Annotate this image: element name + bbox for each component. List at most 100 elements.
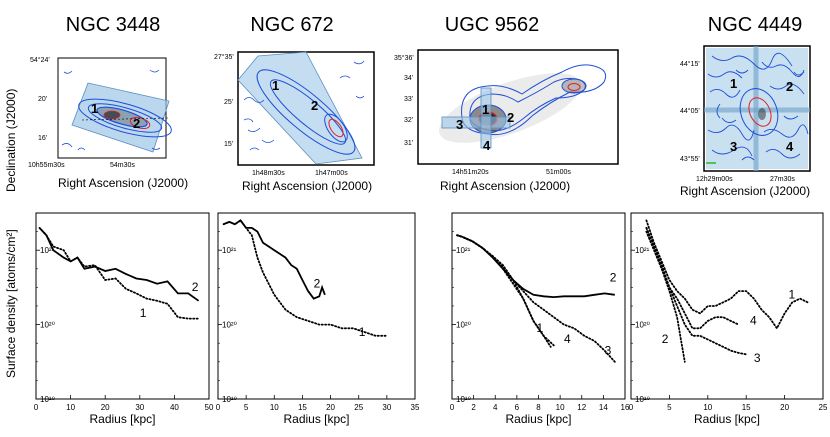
xtick-label: 20 — [101, 403, 110, 412]
ytick-label: 44°05' — [680, 107, 700, 115]
series-line-2 — [456, 234, 615, 299]
ytick-label: 20' — [38, 96, 47, 103]
xtick-label: 27m30s — [770, 176, 795, 183]
ytick-label: 43°55' — [680, 155, 700, 163]
plot-frame — [630, 212, 824, 400]
xtick-label: 10 — [703, 403, 712, 412]
series-line-1 — [222, 219, 388, 337]
xtick-label: 10 — [556, 403, 565, 412]
plot-frame — [35, 212, 210, 400]
series-label: 2 — [314, 276, 321, 290]
ytick-label: 31' — [404, 140, 413, 147]
xtick-label: 15 — [742, 403, 751, 412]
panel-title-ugc9562: UGC 9562 — [444, 14, 540, 36]
series-line-2 — [223, 219, 326, 300]
ytick-label: 10¹⁹ — [222, 395, 237, 404]
ytick-label: 10²¹ — [40, 246, 55, 255]
profile-ngc3448: 0 10 20 30 40 50 10²¹ 10²⁰ 10¹⁹ 2 1 Radius [kpc] — [34, 212, 214, 426]
xtick-label: 0 — [34, 403, 39, 412]
series-label: 2 — [662, 332, 669, 346]
ytick-label: 35°36' — [394, 54, 414, 62]
series-line-1 — [38, 227, 200, 320]
xtick-label: 10 — [270, 403, 279, 412]
map-ylabel: Declination (J2000) — [4, 89, 18, 192]
ytick-label: 34' — [404, 75, 413, 82]
ytick-label: 16' — [38, 135, 47, 142]
series-line-1 — [645, 219, 809, 331]
xtick-label: 15 — [298, 403, 307, 412]
panel-title-ngc3448: NGC 3448 — [65, 14, 161, 36]
xtick-label: 30 — [135, 403, 144, 412]
map-xlabel: Right Ascension (J2000) — [58, 176, 188, 190]
region-label: 2 — [786, 79, 793, 94]
xtick-label: 8 — [536, 403, 541, 412]
xtick-label: 16 — [621, 403, 630, 412]
series-label: 2 — [192, 280, 199, 294]
panel-title-ngc672: NGC 672 — [250, 14, 334, 36]
profile-ylabel: Surface density [atoms/cm²] — [4, 229, 18, 378]
xtick-label: 14 — [599, 403, 608, 412]
xtick-label: 14h51m20s — [452, 169, 489, 176]
ytick-label: 10²⁰ — [635, 321, 650, 330]
ytick-label: 15' — [224, 141, 233, 148]
map-ngc672: 1 2 27°35' 25' 15' 1h48m30s 1h47m00s Rig… — [214, 51, 375, 193]
map-ngc4449: 1 2 3 4 44°15' 44°05' 43°55' 12h29m00s 2… — [680, 45, 811, 198]
xtick-label: 20 — [780, 403, 789, 412]
xtick-label: 6 — [515, 403, 520, 412]
xtick-label: 50 — [205, 403, 214, 412]
profile-xlabel: Radius [kpc] — [694, 412, 760, 426]
ytick-label: 10¹⁹ — [635, 395, 650, 404]
xtick-label: 12 — [577, 403, 586, 412]
series-label: 1 — [359, 325, 366, 339]
series-label: 3 — [605, 343, 612, 357]
xtick-label: 1h48m30s — [252, 170, 285, 177]
xtick-label: 5 — [667, 403, 672, 412]
series-label: 4 — [564, 332, 571, 346]
series-line-2 — [38, 227, 200, 302]
series-line-2 — [645, 227, 686, 363]
series-label: 1 — [536, 321, 543, 335]
map-xlabel: Right Ascension (J2000) — [440, 179, 570, 193]
profile-xlabel: Radius [kpc] — [505, 412, 571, 426]
ytick-label: 27°35' — [214, 53, 234, 61]
series-line-3 — [456, 234, 616, 363]
xtick-label: 51m00s — [546, 169, 571, 176]
xtick-label: 0 — [629, 403, 634, 412]
series-label: 1 — [140, 306, 147, 320]
ytick-label: 10²⁰ — [40, 321, 55, 330]
xtick-label: 2 — [471, 403, 476, 412]
region-label: 2 — [507, 110, 514, 125]
ytick-label: 44°15' — [680, 60, 700, 68]
region-label: 3 — [456, 117, 463, 132]
xtick-label: 54m30s — [110, 162, 135, 169]
xtick-label: 0 — [450, 403, 455, 412]
region-label: 1 — [272, 78, 279, 93]
panel-title-ngc4449: NGC 4449 — [707, 14, 803, 36]
map-xlabel: Right Ascension (J2000) — [242, 179, 372, 193]
xtick-label: 35 — [411, 403, 420, 412]
ytick-label: 33' — [404, 96, 413, 103]
ytick-label: 32' — [404, 117, 413, 124]
series-line-4 — [456, 234, 555, 347]
map-xlabel: Right Ascension (J2000) — [680, 184, 810, 198]
series-label: 2 — [610, 270, 617, 284]
xtick-label: 10h55m30s — [28, 162, 65, 169]
xtick-label: 4 — [493, 403, 498, 412]
region-label: 4 — [786, 139, 794, 154]
ytick-label: 10¹⁹ — [456, 395, 471, 404]
profile-xlabel: Radius [kpc] — [89, 412, 155, 426]
xtick-label: 1h47m00s — [315, 170, 348, 177]
xtick-label: 30 — [382, 403, 391, 412]
ytick-label: 54°24' — [30, 56, 50, 64]
ytick-label: 10²¹ — [456, 246, 471, 255]
region-label: 3 — [730, 139, 737, 154]
map-ugc9562: 1 2 3 4 35°36' 34' 33' 32' 31' 14h51m20s… — [394, 49, 619, 193]
ytick-label: 10²¹ — [635, 246, 650, 255]
plot-frame — [217, 212, 416, 400]
region-label: 1 — [482, 102, 489, 117]
ytick-label: 25' — [224, 99, 233, 106]
series-line-3 — [645, 230, 748, 356]
region-label: 4 — [483, 138, 491, 153]
